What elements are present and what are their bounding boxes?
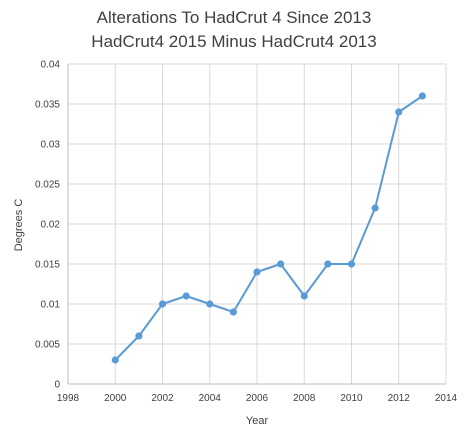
x-tick-label: 2000 [104,393,127,404]
x-tick-label: 2008 [293,393,316,404]
data-point [135,332,143,340]
axes [67,64,446,385]
data-point [395,108,403,116]
x-tick-label: 2006 [246,393,269,404]
y-axis-label: Degrees C [13,199,25,252]
y-tick-label: 0.005 [35,340,60,351]
x-tick-label: 2002 [151,393,174,404]
y-tick-label: 0.01 [41,300,61,311]
series [111,92,426,364]
x-tick-label: 2010 [340,393,363,404]
data-point [418,92,426,100]
y-tick-label: 0.015 [35,260,60,271]
x-tick-label: 2004 [199,393,222,404]
x-axis-label: Year [246,415,269,427]
data-point [300,292,308,300]
y-tick-label: 0.02 [41,220,61,231]
y-tick-label: 0.04 [41,60,61,71]
data-point [324,260,332,268]
data-point [206,300,214,308]
grid [68,63,447,384]
series-line [114,95,423,361]
data-point [253,268,261,276]
data-point [371,204,379,212]
data-point [158,300,167,308]
data-point [111,356,119,364]
data-point [229,308,237,316]
x-tick-label: 2012 [388,393,411,404]
chart-title-line-1: Alterations To HadCrut 4 Since 2013 [97,8,372,27]
data-point [182,292,190,300]
x-tick-label: 2014 [435,393,458,404]
y-tick-label: 0.025 [35,180,60,191]
data-point [277,260,285,268]
data-point [347,260,356,268]
chart-title-line-2: HadCrut4 2015 Minus HadCrut4 2013 [91,32,376,51]
y-tick-label: 0 [54,380,60,391]
y-tick-label: 0.035 [35,100,60,111]
x-tick-label: 1998 [57,393,80,404]
y-tick-label: 0.03 [41,140,61,151]
tick-labels: 0 0.005 0.01 0.015 0.02 0.025 0.03 0.035 0.04 199… [35,60,458,405]
